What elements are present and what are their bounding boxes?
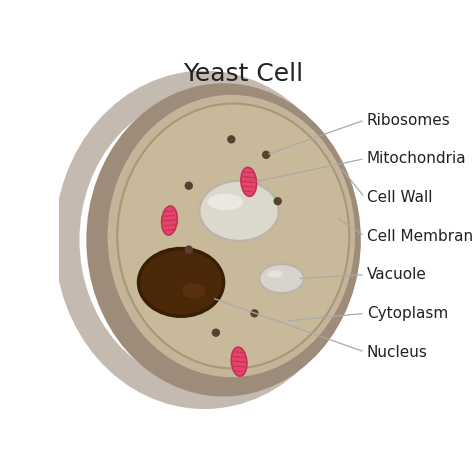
Circle shape bbox=[185, 246, 192, 253]
Circle shape bbox=[212, 329, 219, 336]
Ellipse shape bbox=[241, 167, 256, 196]
Ellipse shape bbox=[86, 83, 361, 397]
Text: Ribosomes: Ribosomes bbox=[367, 113, 450, 127]
Text: Cell Membrane: Cell Membrane bbox=[367, 228, 474, 244]
Text: Nucleus: Nucleus bbox=[367, 344, 428, 360]
Text: Vacuole: Vacuole bbox=[367, 267, 427, 282]
Text: Cell Wall: Cell Wall bbox=[367, 190, 432, 205]
Ellipse shape bbox=[117, 104, 349, 369]
Ellipse shape bbox=[200, 181, 279, 241]
Ellipse shape bbox=[138, 248, 224, 316]
Circle shape bbox=[251, 310, 258, 317]
Ellipse shape bbox=[182, 283, 206, 298]
Text: Mitochondria: Mitochondria bbox=[367, 151, 466, 166]
Circle shape bbox=[185, 182, 192, 189]
Ellipse shape bbox=[267, 271, 283, 278]
Ellipse shape bbox=[108, 95, 355, 377]
Text: Cytoplasm: Cytoplasm bbox=[367, 306, 448, 321]
Circle shape bbox=[274, 198, 281, 205]
Ellipse shape bbox=[259, 264, 304, 293]
Ellipse shape bbox=[162, 206, 177, 235]
Circle shape bbox=[228, 136, 235, 143]
Text: Yeast Cell: Yeast Cell bbox=[183, 62, 303, 86]
Circle shape bbox=[263, 152, 270, 158]
Ellipse shape bbox=[207, 194, 243, 210]
Ellipse shape bbox=[231, 347, 247, 376]
